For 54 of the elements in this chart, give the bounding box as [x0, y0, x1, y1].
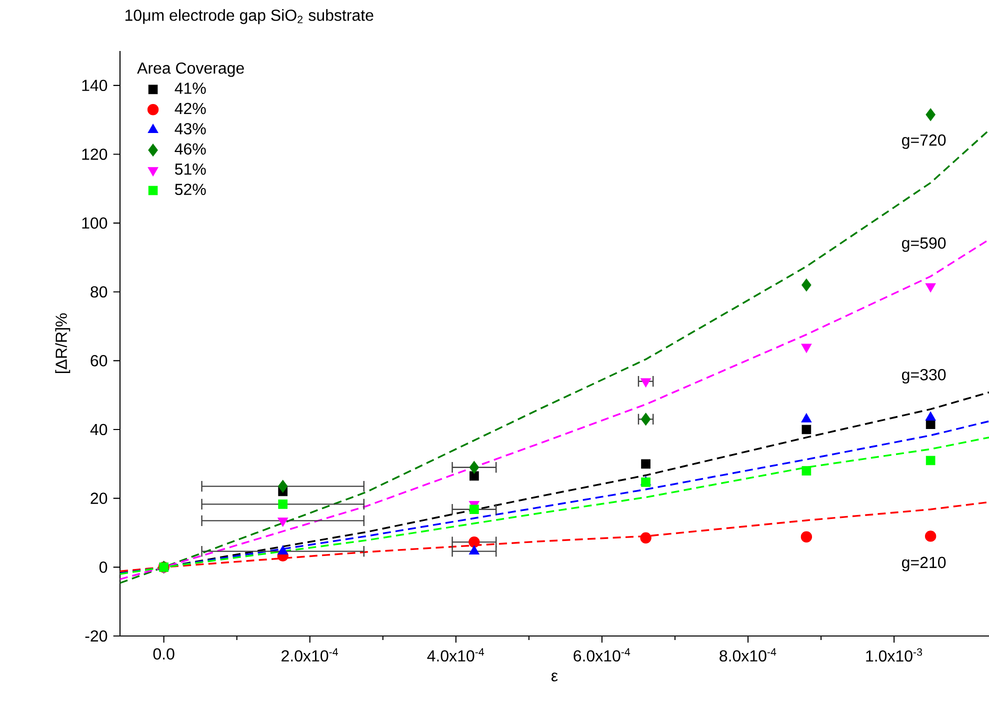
point [278, 545, 288, 554]
point [469, 460, 480, 474]
point [640, 532, 652, 544]
x-tick-label: 1.0x10$^{-3}$ [866, 648, 922, 662]
point [802, 424, 812, 434]
point [926, 108, 936, 122]
y-tick-label: 100 [82, 217, 108, 229]
point [470, 504, 479, 514]
point [640, 412, 651, 426]
x-tick-label: 0.0 [153, 648, 174, 660]
point [926, 456, 936, 466]
point [468, 545, 480, 554]
y-tick-label: 60 [90, 355, 108, 366]
line-series [120, 391, 989, 574]
annotation: g=210 [902, 556, 946, 572]
point [640, 378, 652, 388]
point [800, 531, 812, 542]
point [802, 466, 812, 476]
point [278, 500, 288, 509]
y-axis-title: [ΔR/R]% [55, 313, 70, 374]
chart-title: 10μm electrode gap SiO$_{2}$ substrate [125, 9, 374, 24]
y-tick-label: 20 [90, 492, 108, 504]
point [641, 459, 650, 469]
line-series [120, 501, 989, 572]
y-tick-label: 80 [90, 286, 108, 298]
x-tick-label: 4.0x10$^{-4}$ [427, 648, 484, 662]
point [926, 420, 936, 430]
line-series [120, 238, 989, 580]
y-tick-label: 140 [82, 80, 108, 92]
y-tick-label: -20 [85, 630, 108, 642]
annotation: g=590 [902, 237, 946, 252]
legend-label: 51% [175, 164, 206, 175]
x-axis-title: ε [551, 672, 558, 682]
legend-label: 46% [174, 143, 206, 155]
point [802, 278, 812, 292]
point [470, 471, 479, 481]
point [924, 530, 936, 542]
annotation: g=720 [902, 134, 946, 149]
legend-label: 42% [174, 102, 206, 114]
y-tick-label: 40 [90, 424, 108, 436]
legend-title: Area Coverage [137, 62, 244, 77]
y-tick-label: 120 [82, 148, 108, 160]
legend-label: 52% [175, 184, 206, 196]
x-tick-label: 6.0x10$^{-4}$ [574, 648, 630, 662]
legend-label: 41% [174, 82, 206, 94]
y-tick-label: 0 [99, 562, 108, 573]
x-tick-label: 2.0x10$^{-4}$ [282, 648, 338, 662]
point [278, 480, 288, 493]
legend-label: 43% [174, 123, 206, 134]
point [468, 536, 480, 548]
x-tick-label: 8.0x10$^{-4}$ [720, 648, 776, 662]
point [801, 344, 812, 353]
point [925, 283, 936, 292]
annotation: g=330 [902, 369, 946, 384]
